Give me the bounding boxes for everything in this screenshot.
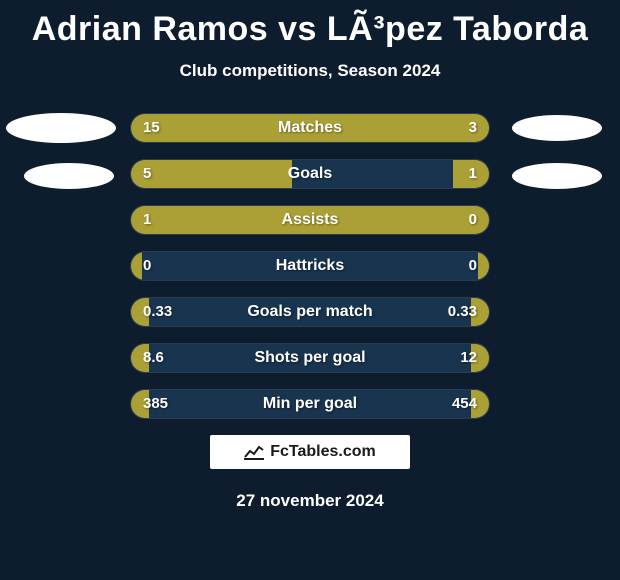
stat-value-right: 1 — [469, 160, 477, 188]
stat-value-right: 454 — [452, 390, 477, 418]
stat-label: Assists — [131, 206, 489, 234]
player-left-oval-1 — [6, 113, 116, 143]
stat-label: Goals — [131, 160, 489, 188]
stat-bar: 0.33Goals per match0.33 — [130, 297, 490, 327]
stat-value-right: 12 — [460, 344, 477, 372]
stat-label: Min per goal — [131, 390, 489, 418]
chart-icon — [244, 444, 264, 460]
stat-label: Matches — [131, 114, 489, 142]
stat-value-right: 0 — [469, 252, 477, 280]
stat-bar: 1Assists0 — [130, 205, 490, 235]
comparison-chart: 15Matches35Goals11Assists00Hattricks00.3… — [0, 113, 620, 419]
source-badge: FcTables.com — [210, 435, 410, 469]
stat-bar: 8.6Shots per goal12 — [130, 343, 490, 373]
stat-label: Hattricks — [131, 252, 489, 280]
stat-bar: 385Min per goal454 — [130, 389, 490, 419]
stat-label: Shots per goal — [131, 344, 489, 372]
player-right-oval-1 — [512, 115, 602, 141]
player-left-oval-2 — [24, 163, 114, 189]
source-badge-text: FcTables.com — [270, 443, 376, 461]
page-title: Adrian Ramos vs LÃ³pez Taborda — [0, 0, 620, 49]
footer-date: 27 november 2024 — [0, 491, 620, 511]
stat-label: Goals per match — [131, 298, 489, 326]
player-right-oval-2 — [512, 163, 602, 189]
stat-bar: 15Matches3 — [130, 113, 490, 143]
stat-value-right: 0 — [469, 206, 477, 234]
stat-bars: 15Matches35Goals11Assists00Hattricks00.3… — [130, 113, 490, 419]
stat-bar: 0Hattricks0 — [130, 251, 490, 281]
stat-bar: 5Goals1 — [130, 159, 490, 189]
stat-value-right: 3 — [469, 114, 477, 142]
stat-value-right: 0.33 — [448, 298, 477, 326]
subtitle: Club competitions, Season 2024 — [0, 61, 620, 81]
